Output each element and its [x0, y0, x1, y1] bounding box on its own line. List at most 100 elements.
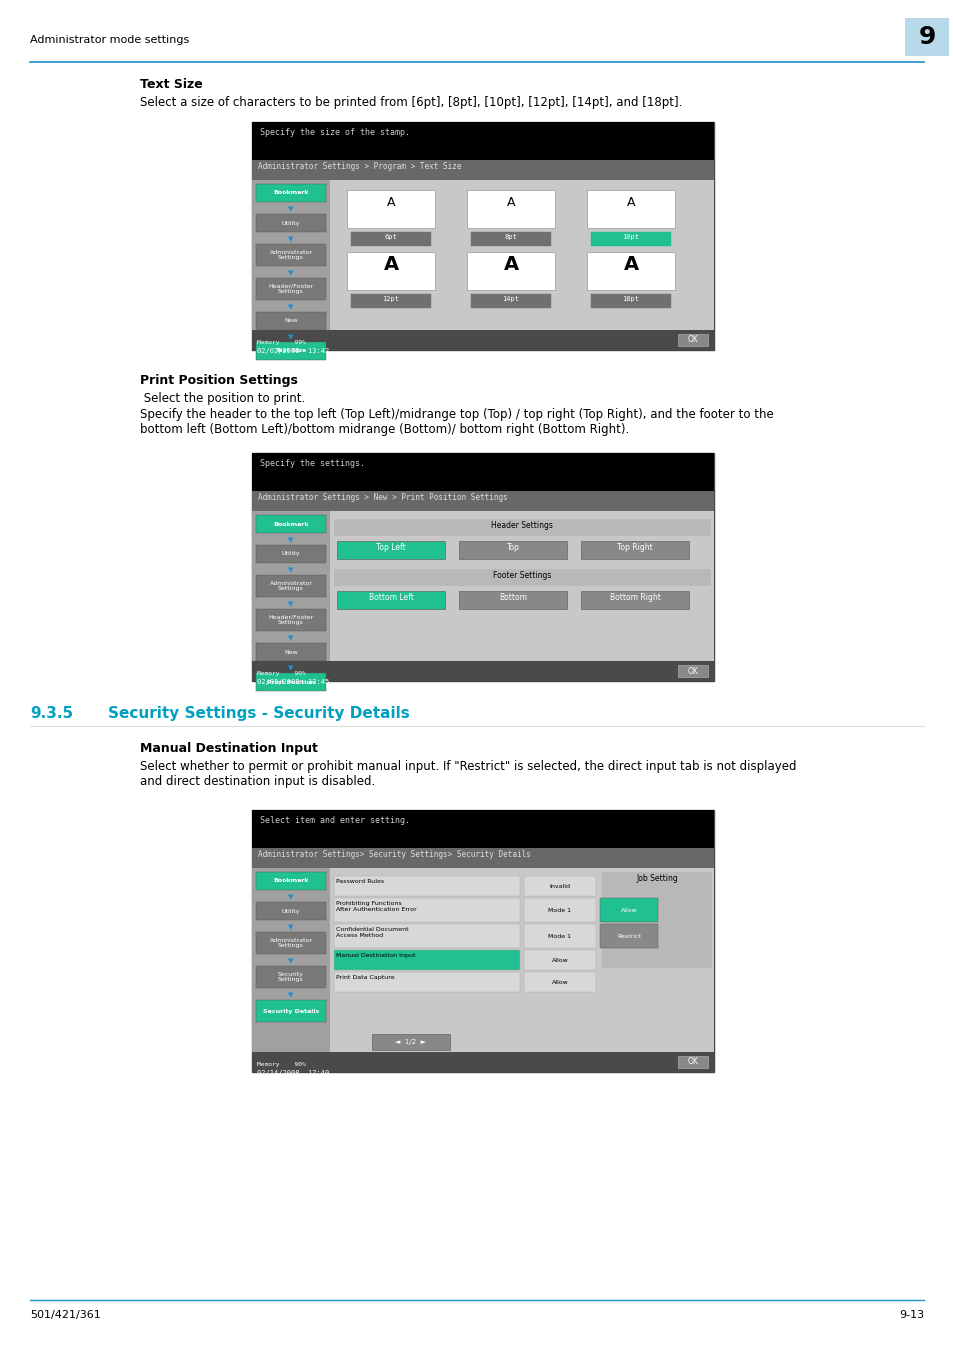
Bar — [255, 245, 326, 266]
Text: Print Data Capture: Print Data Capture — [335, 975, 395, 979]
Bar — [334, 898, 519, 921]
Text: Administrator
Settings: Administrator Settings — [269, 938, 313, 948]
Text: A: A — [626, 196, 635, 209]
Text: 8pt: 8pt — [504, 234, 517, 240]
Bar — [330, 867, 713, 1071]
Text: Specify the header to the top left (Top Left)/midrange top (Top) / top right (To: Specify the header to the top left (Top … — [140, 408, 773, 436]
Text: 02/14/2008  17:40: 02/14/2008 17:40 — [256, 1070, 329, 1075]
Text: Memory    99%: Memory 99% — [256, 340, 305, 345]
Bar — [255, 576, 326, 597]
Text: Text Size: Text Size — [140, 78, 203, 91]
Text: Restrict: Restrict — [617, 934, 640, 939]
Bar — [330, 511, 713, 681]
Text: ▼: ▼ — [288, 992, 294, 998]
Text: Top: Top — [506, 543, 518, 553]
Bar — [458, 540, 566, 559]
Bar — [523, 924, 596, 948]
Text: Memory    90%: Memory 90% — [256, 1062, 305, 1067]
Bar — [351, 295, 431, 308]
Text: ▼: ▼ — [288, 635, 294, 640]
Text: ◄  1/2  ►: ◄ 1/2 ► — [395, 1039, 426, 1046]
Bar — [330, 180, 713, 350]
Text: 10pt: 10pt — [622, 234, 639, 240]
Text: Allow: Allow — [620, 908, 637, 912]
Text: Bottom: Bottom — [498, 593, 526, 603]
Text: Specify the settings.: Specify the settings. — [260, 459, 365, 467]
Text: 9.3.5: 9.3.5 — [30, 707, 73, 721]
Bar — [336, 540, 444, 559]
Text: Utility: Utility — [281, 220, 300, 226]
Text: 501/421/361: 501/421/361 — [30, 1310, 101, 1320]
Text: 9: 9 — [918, 26, 935, 49]
Text: 14pt: 14pt — [502, 296, 519, 303]
Text: Invalid: Invalid — [549, 884, 570, 889]
Bar — [458, 590, 566, 609]
Text: Password Rules: Password Rules — [335, 880, 384, 884]
Bar — [252, 180, 330, 350]
Bar — [252, 490, 713, 511]
Text: Select the position to print.: Select the position to print. — [140, 392, 305, 405]
Text: A: A — [622, 255, 638, 274]
Bar — [252, 122, 713, 350]
Bar — [255, 871, 326, 890]
Bar — [255, 342, 326, 359]
Text: ▼: ▼ — [288, 536, 294, 543]
Text: Mode 1: Mode 1 — [548, 934, 571, 939]
Text: OK: OK — [687, 335, 698, 345]
Text: ▼: ▼ — [288, 304, 294, 309]
Bar — [255, 312, 326, 330]
Text: Bookmark: Bookmark — [273, 190, 309, 196]
Bar — [590, 232, 670, 246]
Bar — [252, 453, 713, 490]
Bar — [523, 971, 596, 992]
Bar — [334, 950, 519, 970]
Text: A: A — [503, 255, 518, 274]
Bar — [334, 924, 519, 948]
Text: Bottom Left: Bottom Left — [368, 593, 413, 603]
Bar — [347, 253, 435, 290]
Bar — [334, 569, 709, 585]
Bar — [255, 213, 326, 232]
Text: ▼: ▼ — [288, 924, 294, 929]
Bar — [351, 232, 431, 246]
Bar — [255, 966, 326, 988]
Bar — [347, 190, 435, 228]
Bar — [678, 665, 707, 677]
Text: Select whether to permit or prohibit manual input. If "Restrict" is selected, th: Select whether to permit or prohibit man… — [140, 761, 796, 788]
Text: Specify the size of the stamp.: Specify the size of the stamp. — [260, 128, 410, 136]
Bar — [372, 1034, 450, 1050]
Text: Allow: Allow — [551, 958, 568, 962]
Bar — [678, 334, 707, 346]
Text: ▼: ▼ — [288, 334, 294, 340]
Text: Top Right: Top Right — [617, 543, 652, 553]
Text: Confidential Document
Access Method: Confidential Document Access Method — [335, 927, 408, 938]
Text: Security Settings - Security Details: Security Settings - Security Details — [108, 707, 410, 721]
Text: Administrator
Settings: Administrator Settings — [269, 581, 313, 592]
Text: Prohibiting Functions
After Authentication Error: Prohibiting Functions After Authenticati… — [335, 901, 416, 912]
Text: Print Position: Print Position — [267, 680, 314, 685]
Bar — [523, 898, 596, 921]
Bar — [904, 18, 948, 55]
Bar — [334, 519, 709, 535]
Bar — [255, 902, 326, 920]
Text: ▼: ▼ — [288, 958, 294, 965]
Text: Administrator Settings > Program > Text Size: Administrator Settings > Program > Text … — [257, 162, 461, 172]
Text: Security Details: Security Details — [263, 1008, 319, 1013]
Text: Allow: Allow — [551, 979, 568, 985]
Text: Print Position Settings: Print Position Settings — [140, 374, 297, 386]
Bar — [590, 295, 670, 308]
Bar — [255, 643, 326, 661]
Text: Select item and enter setting.: Select item and enter setting. — [260, 816, 410, 825]
Text: 12pt: 12pt — [382, 296, 399, 303]
Text: Bottom Right: Bottom Right — [609, 593, 659, 603]
Bar — [0, 0, 953, 62]
Bar — [467, 190, 555, 228]
Text: ▼: ▼ — [288, 270, 294, 276]
Bar — [334, 971, 519, 992]
Bar — [252, 122, 713, 159]
Bar — [586, 253, 675, 290]
Text: Text Size: Text Size — [275, 349, 306, 354]
Text: ▼: ▼ — [288, 567, 294, 573]
Bar — [255, 278, 326, 300]
Text: ▼: ▼ — [288, 601, 294, 607]
